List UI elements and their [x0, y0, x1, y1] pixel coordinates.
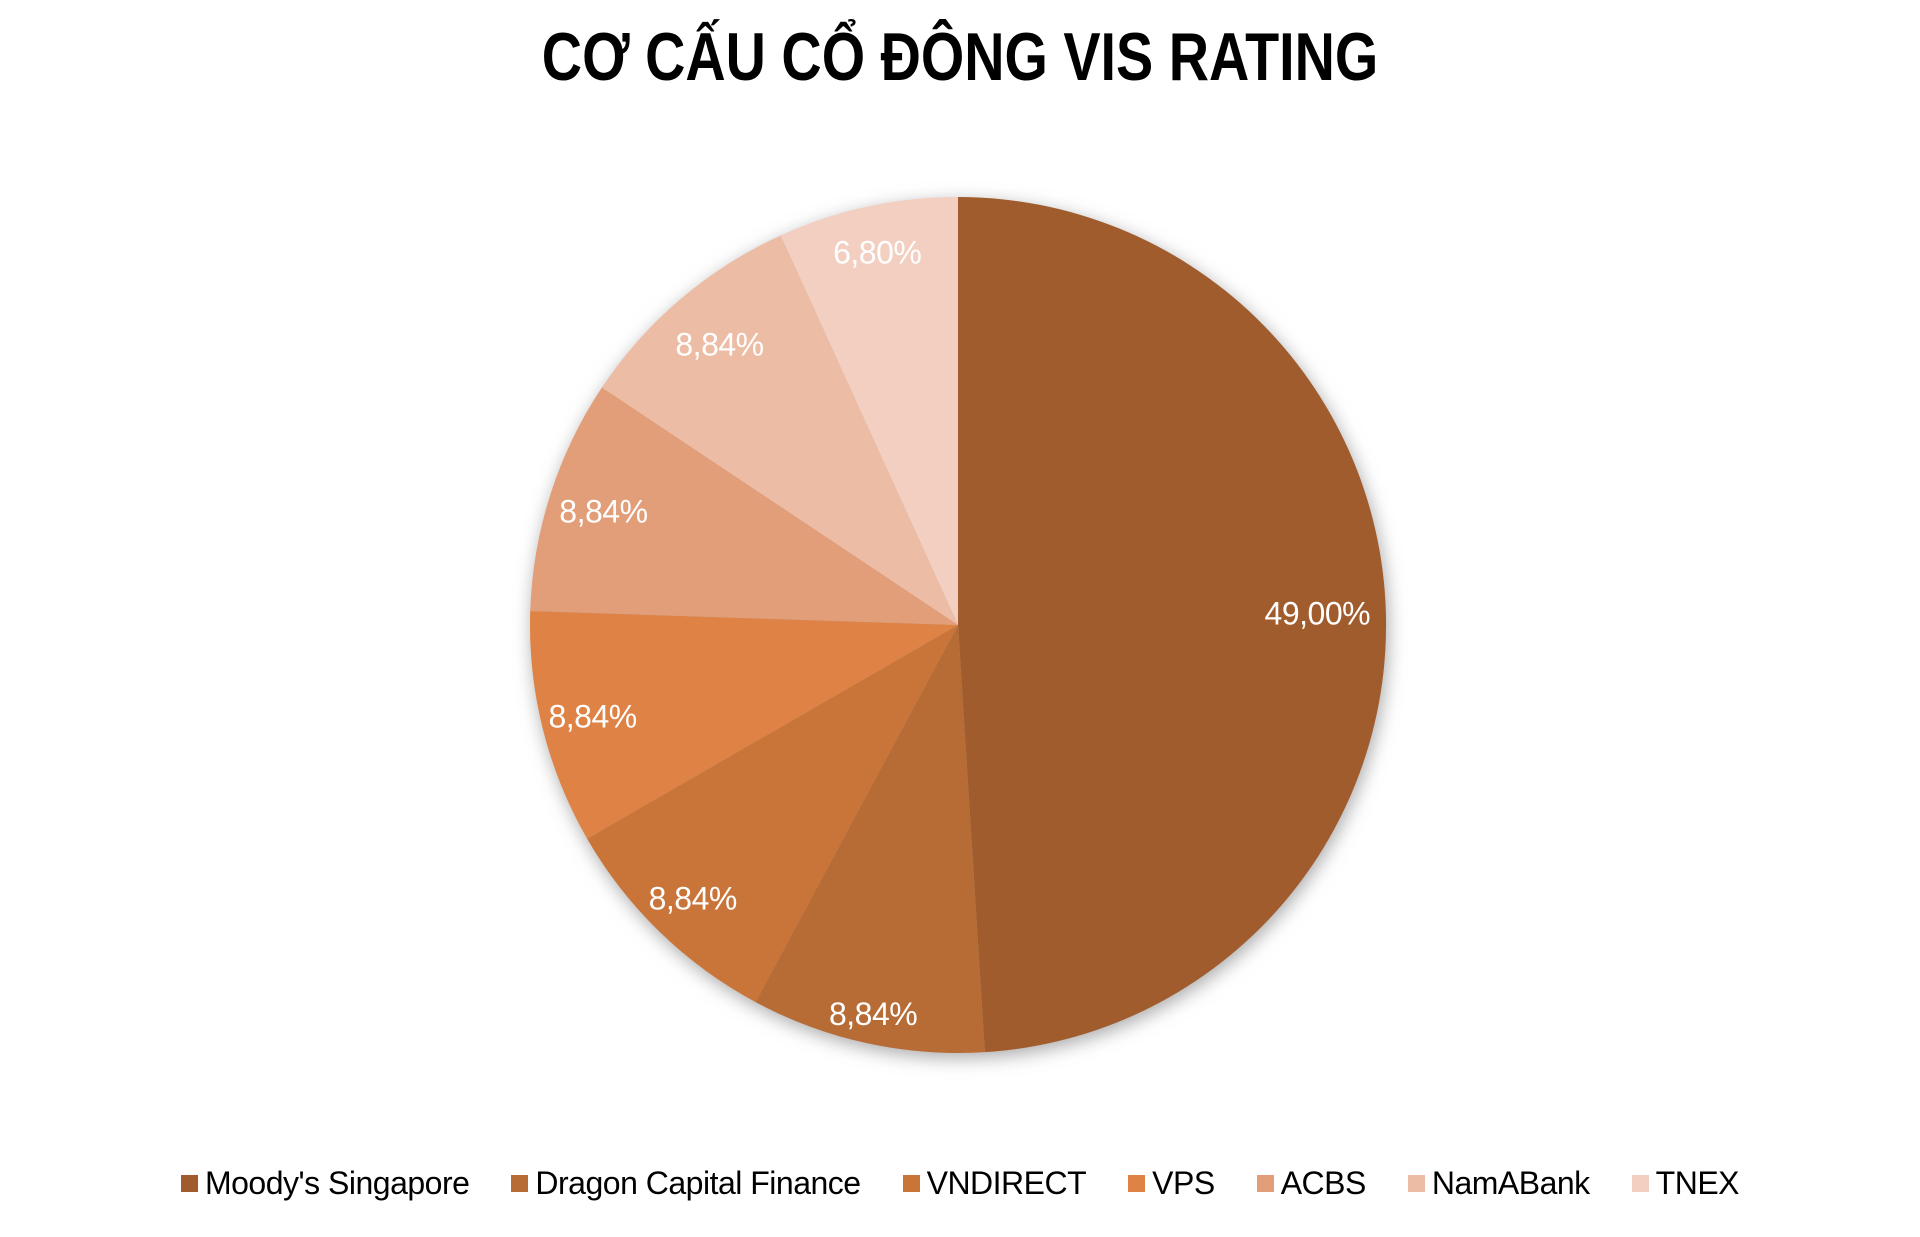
pie-label-vndirect: 8,84%	[649, 880, 737, 916]
legend-label-dragon-capital-finance: Dragon Capital Finance	[535, 1164, 861, 1201]
pie-slice-acbs	[530, 387, 958, 625]
legend-swatch-vps	[1128, 1174, 1146, 1192]
pie-chart: 49,00% 8,84% 8,84% 8,84% 8,84% 8,84% 6,80%	[530, 197, 1387, 1054]
pie-label-acbs: 8,84%	[559, 493, 647, 529]
pie-slice-tnex	[780, 197, 958, 625]
legend-label-moody-s-singapore: Moody's Singapore	[204, 1164, 470, 1201]
legend-label-tnex: TNEX	[1655, 1164, 1740, 1201]
legend-label-namabank: NamABank	[1431, 1164, 1590, 1201]
legend-item-namabank: NamABank	[1407, 1164, 1590, 1202]
pie-label-tnex: 6,80%	[833, 235, 921, 271]
chart-title: CƠ CẤU CỔ ĐÔNG VIS RATING	[0, 20, 1920, 95]
chart-title-text: CƠ CẤU CỔ ĐÔNG VIS RATING	[541, 19, 1379, 95]
legend-item-acbs: ACBS	[1256, 1164, 1367, 1202]
pie-slice-vndirect	[587, 625, 958, 1003]
legend-label-acbs: ACBS	[1280, 1164, 1367, 1201]
pie-slice-namabank	[601, 235, 958, 625]
legend-swatch-tnex	[1631, 1174, 1649, 1192]
pie-labels-group: 49,00% 8,84% 8,84% 8,84% 8,84% 8,84% 6,80%	[548, 235, 1370, 1032]
legend-swatch-dragon-capital-finance	[511, 1174, 529, 1192]
legend-swatch-moody-s-singapore	[180, 1174, 198, 1192]
pie-slice-dragon-capital-finance	[755, 625, 985, 1054]
pie-slices-group	[530, 197, 1387, 1054]
pie-slice-vps	[530, 611, 958, 839]
pie-label-dragon-capital-finance: 8,84%	[829, 996, 917, 1032]
pie-label-moody-s-singapore: 49,00%	[1265, 596, 1371, 632]
legend-label-vndirect: VNDIRECT	[926, 1164, 1087, 1201]
legend-swatch-acbs	[1256, 1174, 1274, 1192]
pie-label-vps: 8,84%	[548, 698, 636, 734]
legend-item-tnex: TNEX	[1631, 1164, 1740, 1202]
legend-swatch-vndirect	[902, 1174, 920, 1192]
legend-swatch-namabank	[1407, 1174, 1425, 1192]
pie-slice-moody-s-singapore	[958, 197, 1387, 1053]
legend-item-moody-s-singapore: Moody's Singapore	[180, 1164, 470, 1202]
legend-item-vps: VPS	[1128, 1165, 1215, 1202]
pie-label-namabank: 8,84%	[675, 327, 763, 363]
legend-item-vndirect: VNDIRECT	[902, 1164, 1087, 1202]
chart-legend: Moody's Singapore Dragon Capital Finance V…	[0, 1164, 1920, 1202]
legend-item-dragon-capital-finance: Dragon Capital Finance	[511, 1164, 861, 1202]
legend-label-vps: VPS	[1152, 1164, 1215, 1201]
